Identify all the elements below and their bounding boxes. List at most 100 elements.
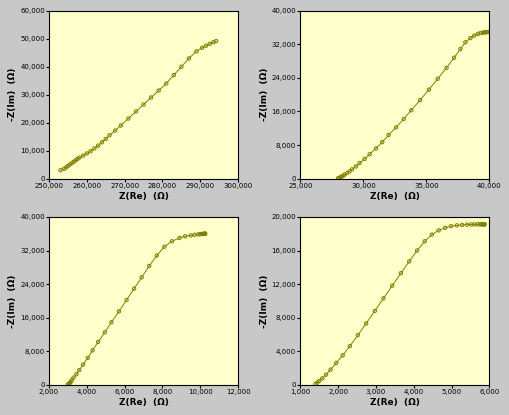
Point <box>434 227 442 234</box>
Point <box>456 46 464 52</box>
Point <box>452 222 460 229</box>
Point <box>446 223 455 229</box>
Point <box>345 343 353 349</box>
Point <box>69 159 77 165</box>
Point <box>201 230 209 237</box>
Point <box>87 148 95 154</box>
Point <box>75 367 83 374</box>
Point <box>212 38 220 44</box>
X-axis label: Z(Re)  (Ω): Z(Re) (Ω) <box>119 192 168 200</box>
Point <box>477 221 486 228</box>
Point <box>79 152 87 159</box>
Point <box>68 160 76 166</box>
Point <box>147 94 155 101</box>
Point <box>94 142 102 149</box>
Point <box>420 238 428 244</box>
X-axis label: Z(Re)  (Ω): Z(Re) (Ω) <box>369 192 419 200</box>
Point <box>396 270 404 276</box>
Point <box>479 221 488 227</box>
Point <box>190 232 199 238</box>
Point <box>73 156 81 162</box>
Point <box>100 329 108 336</box>
Point <box>338 172 347 179</box>
Point <box>64 163 72 169</box>
Point <box>478 29 486 36</box>
Point <box>88 347 96 354</box>
Point <box>370 308 378 314</box>
Point <box>132 108 140 115</box>
Point <box>162 80 170 87</box>
Point <box>94 339 102 345</box>
Point <box>475 221 483 228</box>
Point <box>315 378 323 384</box>
Point <box>334 174 343 181</box>
Point <box>98 139 106 146</box>
Point <box>200 230 208 237</box>
Point <box>160 244 168 250</box>
Point <box>361 320 370 327</box>
Point <box>90 145 98 152</box>
Point <box>177 63 185 70</box>
Point <box>449 54 457 61</box>
Point <box>473 221 481 228</box>
Point <box>65 381 73 387</box>
Point <box>201 230 209 237</box>
Point <box>365 151 373 158</box>
Point <box>387 283 395 289</box>
Point <box>479 221 487 227</box>
Point <box>377 139 385 145</box>
Point <box>62 164 70 171</box>
Point <box>345 168 353 175</box>
Point <box>117 122 125 129</box>
Point <box>205 41 213 47</box>
Point <box>137 274 146 281</box>
Point <box>479 29 488 36</box>
Point <box>457 222 465 228</box>
Y-axis label: -Z(Im)  (Ω): -Z(Im) (Ω) <box>8 68 17 122</box>
Point <box>355 160 363 166</box>
Point <box>209 39 217 46</box>
Point <box>347 166 355 173</box>
Point <box>192 48 200 55</box>
Point <box>83 354 92 361</box>
Point <box>462 221 470 228</box>
Point <box>111 127 119 134</box>
Point <box>412 247 420 254</box>
Y-axis label: -Z(Im)  (Ω): -Z(Im) (Ω) <box>259 68 268 122</box>
Point <box>465 35 473 42</box>
Y-axis label: -Z(Im)  (Ω): -Z(Im) (Ω) <box>8 274 17 327</box>
Point <box>340 171 348 178</box>
Point <box>107 319 115 325</box>
Point <box>415 97 423 103</box>
Point <box>79 361 87 368</box>
Point <box>68 377 76 383</box>
Point <box>122 297 130 303</box>
Point <box>124 115 132 122</box>
Point <box>56 167 64 173</box>
Point <box>201 230 209 237</box>
Point <box>342 170 350 176</box>
Point <box>167 238 176 244</box>
Point <box>482 29 490 35</box>
Point <box>337 173 345 180</box>
Point <box>391 124 400 131</box>
Point <box>82 150 91 157</box>
Point <box>154 87 162 94</box>
Point <box>338 352 346 359</box>
Point <box>199 231 207 237</box>
Point <box>202 42 210 49</box>
Point <box>473 31 481 37</box>
Point <box>71 157 79 164</box>
Point <box>152 252 160 259</box>
Point <box>404 258 412 265</box>
Point <box>318 375 326 382</box>
Point <box>326 366 334 373</box>
Point <box>336 174 344 181</box>
Point <box>384 132 392 138</box>
Point <box>186 232 194 239</box>
Point <box>197 231 206 237</box>
Point <box>483 29 491 35</box>
Point <box>479 221 488 227</box>
Point <box>321 371 329 378</box>
Point <box>424 86 432 93</box>
